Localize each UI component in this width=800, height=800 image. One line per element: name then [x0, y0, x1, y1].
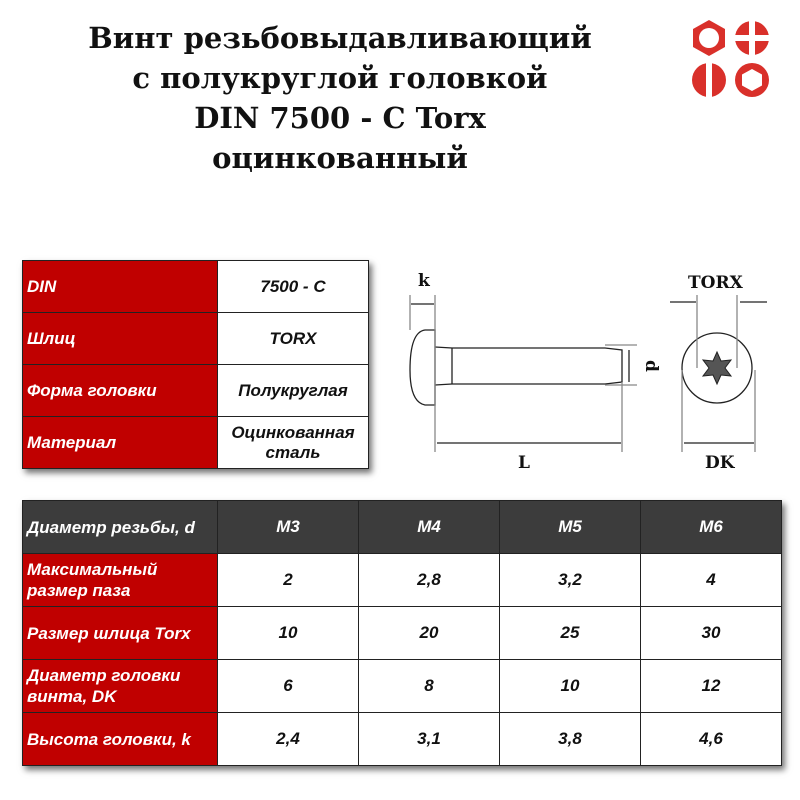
- row-label: Максимальный размер паза: [22, 553, 218, 607]
- table-row: Форма головки Полукруглая: [22, 364, 369, 417]
- dim-L: L: [518, 453, 530, 473]
- title-line: DIN 7500 - C Torx: [194, 101, 486, 135]
- header-label: Диаметр резьбы, d: [22, 500, 218, 554]
- table-row: Размер шлица Torx 10 20 25 30: [22, 606, 782, 660]
- table-row: Максимальный размер паза 2 2,8 3,2 4: [22, 553, 782, 607]
- spec-value: Полукруглая: [217, 364, 369, 417]
- spec-label: Материал: [22, 416, 218, 469]
- cell: 3,1: [358, 712, 500, 766]
- title-line: с полукруглой головкой: [132, 61, 548, 95]
- row-label: Размер шлица Torx: [22, 606, 218, 660]
- table-row: Материал Оцинкованная сталь: [22, 416, 369, 469]
- header-cell: M6: [640, 500, 782, 554]
- spec-label: Форма головки: [22, 364, 218, 417]
- header-cell: M4: [358, 500, 500, 554]
- screw-drawing: k L d TORX DK: [409, 271, 767, 473]
- cell: 12: [640, 659, 782, 713]
- screw-shank: [434, 346, 623, 386]
- cell: 8: [358, 659, 500, 713]
- row-label: Диаметр головки винта, DK: [22, 659, 218, 713]
- table-header-row: Диаметр резьбы, d M3 M4 M5 M6: [22, 500, 782, 554]
- title-line: Винт резьбовыдавливающий: [88, 21, 592, 55]
- screw-head: [409, 329, 436, 406]
- dim-k: k: [418, 271, 431, 291]
- table-row: Шлиц TORX: [22, 312, 369, 365]
- spec-label: DIN: [22, 260, 218, 313]
- cell: 20: [358, 606, 500, 660]
- spec-label: Шлиц: [22, 312, 218, 365]
- cell: 2,8: [358, 553, 500, 607]
- table-row: Высота головки, k 2,4 3,1 3,8 4,6: [22, 712, 782, 766]
- row-label: Высота головки, k: [22, 712, 218, 766]
- page-title: Винт резьбовыдавливающий с полукруглой г…: [40, 18, 640, 178]
- header-cell: M5: [499, 500, 641, 554]
- hex-nut-icon: [693, 20, 725, 56]
- cell: 3,2: [499, 553, 641, 607]
- cell: 30: [640, 606, 782, 660]
- hex-socket-icon: [735, 63, 769, 97]
- cell: 25: [499, 606, 641, 660]
- cell: 4,6: [640, 712, 782, 766]
- straight-slot-icon: [692, 62, 726, 98]
- table-row: Диаметр головки винта, DK 6 8 10 12: [22, 659, 782, 713]
- cell: 2,4: [217, 712, 359, 766]
- cell: 6: [217, 659, 359, 713]
- title-line: оцинкованный: [212, 141, 468, 175]
- cell: 10: [499, 659, 641, 713]
- spec-value: 7500 - C: [217, 260, 369, 313]
- dim-dk: DK: [705, 453, 736, 473]
- sizes-table: Диаметр резьбы, d M3 M4 M5 M6 Максимальн…: [22, 500, 782, 766]
- dim-torx: TORX: [688, 273, 744, 293]
- dim-d: d: [641, 360, 661, 372]
- spec-value: Оцинкованная сталь: [217, 416, 369, 469]
- cell: 2: [217, 553, 359, 607]
- cell: 10: [217, 606, 359, 660]
- spec-value: TORX: [217, 312, 369, 365]
- logo: [692, 20, 770, 98]
- cell: 3,8: [499, 712, 641, 766]
- cell: 4: [640, 553, 782, 607]
- torx-icon: [701, 350, 733, 386]
- cross-slot-icon: [734, 20, 770, 56]
- specs-table: DIN 7500 - C Шлиц TORX Форма головки Полукр…: [22, 260, 369, 469]
- header-cell: M3: [217, 500, 359, 554]
- table-row: DIN 7500 - C: [22, 260, 369, 313]
